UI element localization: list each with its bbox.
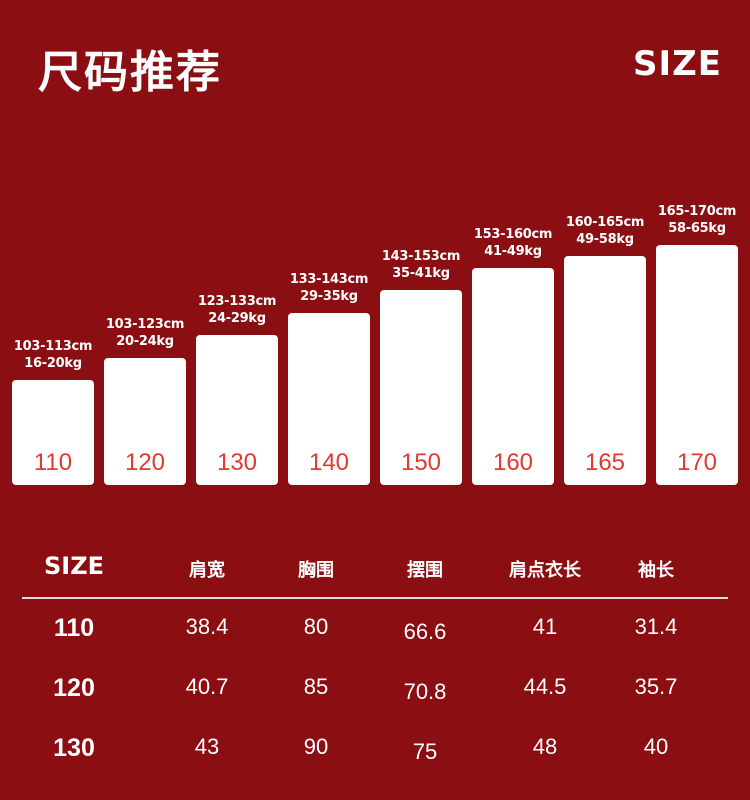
height-range: 160-165cm (565, 215, 645, 231)
table-cell: 40.7 (185, 674, 229, 699)
table-header-3: 摆围 (407, 560, 443, 581)
size-bar-value: 165 (584, 449, 626, 476)
size-bar: 165 (564, 256, 646, 485)
table-header-rule (22, 597, 728, 599)
size-bar: 170 (656, 245, 738, 485)
table-header-5: 袖长 (638, 560, 674, 581)
table-header-1: 肩宽 (189, 560, 225, 581)
table-cell: 31.4 (634, 614, 678, 639)
weight-range: 24-29kg (208, 311, 266, 326)
size-bar-value: 160 (492, 449, 534, 476)
weight-range: 20-24kg (116, 333, 174, 349)
size-bar-value: 150 (400, 449, 442, 476)
table-header-2: 胸围 (298, 560, 334, 581)
size-bar-label: 160-165cm 49-58kg (555, 214, 655, 248)
height-range: 143-153cm (381, 249, 461, 264)
size-bar: 160 (472, 267, 554, 485)
size-bar-label: 133-143cm 29-35kg (279, 271, 379, 305)
table-cell: 85 (303, 674, 329, 699)
height-range: 103-113cm (13, 339, 93, 354)
height-range: 153-160cm (473, 226, 553, 242)
table-cell: 44.5 (523, 674, 567, 699)
table-cell: 38.4 (185, 614, 229, 639)
size-bar: 130 (196, 335, 278, 485)
page-title: 尺码推荐 (38, 47, 222, 98)
size-bar-value: 120 (124, 449, 166, 476)
weight-range: 49-58kg (576, 232, 634, 248)
weight-range: 41-49kg (484, 243, 542, 259)
height-range: 103-123cm (105, 316, 185, 332)
table-cell: 66.6 (403, 619, 447, 644)
size-tag: SIZE (632, 44, 722, 84)
weight-range: 58-65kg (668, 221, 726, 236)
height-range: 133-143cm (289, 271, 369, 287)
weight-range: 35-41kg (392, 266, 450, 281)
table-cell: 75 (412, 739, 438, 764)
height-range: 165-170cm (657, 204, 737, 219)
size-bar: 150 (380, 290, 462, 485)
size-bar-label: 103-113cm 16-20kg (3, 338, 103, 372)
size-bar: 140 (288, 312, 370, 485)
size-bar-label: 143-153cm 35-41kg (371, 248, 471, 282)
table-cell: 35.7 (634, 674, 678, 699)
table-cell: 70.8 (403, 679, 447, 704)
table-cell: 41 (532, 614, 558, 639)
size-bar: 110 (12, 380, 94, 485)
size-bar-value: 140 (308, 449, 350, 476)
table-cell: 43 (194, 734, 220, 759)
table-row-size: 110 (53, 614, 95, 642)
size-bar-label: 153-160cm 41-49kg (463, 226, 563, 260)
weight-range: 16-20kg (24, 356, 82, 371)
size-bar-label: 165-170cm 58-65kg (647, 203, 747, 237)
size-bar: 120 (104, 357, 186, 485)
size-bar-value: 130 (216, 449, 258, 476)
table-header-0: SIZE (44, 552, 105, 580)
size-bar-label: 123-133cm 24-29kg (187, 293, 287, 327)
table-row-size: 130 (53, 734, 95, 762)
table-cell: 40 (643, 734, 669, 759)
weight-range: 29-35kg (300, 288, 358, 304)
size-bar-value: 170 (676, 449, 718, 476)
table-header-4: 肩点衣长 (509, 560, 581, 581)
table-cell: 48 (532, 734, 558, 759)
table-cell: 80 (303, 614, 329, 639)
size-bar-value: 110 (33, 449, 73, 476)
table-cell: 90 (303, 734, 329, 759)
table-row-size: 120 (53, 674, 95, 702)
height-range: 123-133cm (197, 294, 277, 309)
size-bar-label: 103-123cm 20-24kg (95, 316, 195, 350)
